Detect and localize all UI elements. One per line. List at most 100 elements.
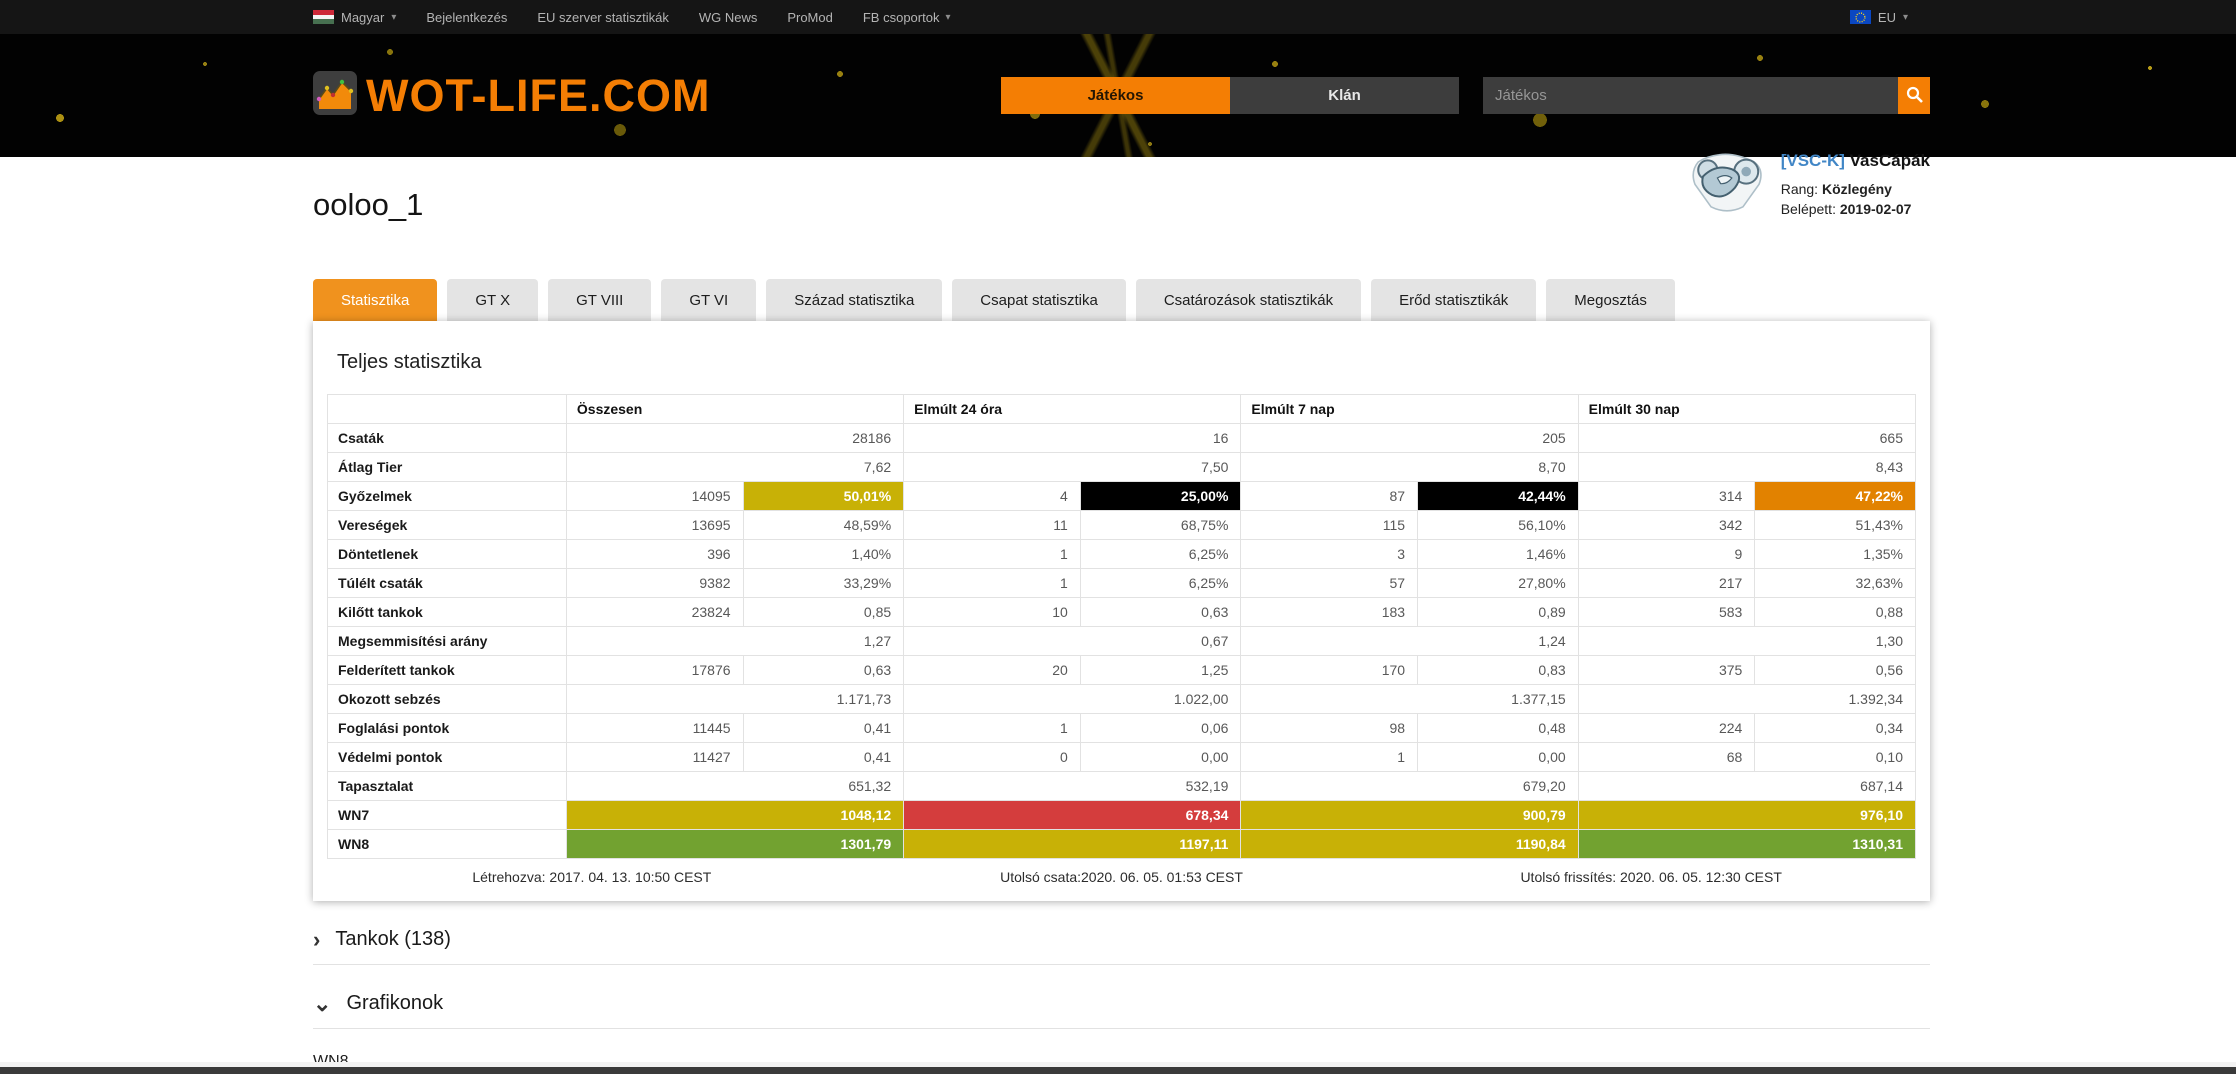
search-mode-player-button[interactable]: Játékos: [1001, 77, 1230, 114]
section-tanks[interactable]: › Tankok (138): [313, 928, 1930, 951]
language-label: Magyar: [341, 9, 385, 25]
stat-count: 224: [1577, 713, 1756, 743]
stat-value: 1.392,34: [1577, 684, 1917, 714]
stat-value: 1,40%: [742, 539, 905, 569]
stat-value: 678,34: [903, 800, 1242, 830]
search-button[interactable]: [1898, 77, 1930, 114]
stat-value: 7,50: [903, 452, 1242, 482]
tab-gt-x[interactable]: GT X: [447, 279, 539, 321]
stat-value: 0,67: [903, 626, 1242, 656]
caret-down-icon: ▾: [391, 11, 397, 23]
tab-er-d-statisztik-k[interactable]: Erőd statisztikák: [1371, 279, 1537, 321]
stat-value: 679,20: [1240, 771, 1579, 801]
table-row-v-delmi-pontok: Védelmi pontok 11427 0,41 0 0,00 1 0,00 68 0,10: [327, 742, 1916, 772]
stat-count: 115: [1240, 510, 1419, 540]
stat-value: 0,85: [742, 597, 905, 627]
row-label: Védelmi pontok: [327, 742, 567, 772]
search-mode-clan-button[interactable]: Klán: [1230, 77, 1459, 114]
stat-count: 583: [1577, 597, 1756, 627]
clan-link[interactable]: [VSC-K] VasCápák: [1781, 151, 1930, 171]
region-selector[interactable]: EU ▾: [1849, 10, 1908, 25]
divider: [313, 1028, 1930, 1029]
row-label: Okozott sebzés: [327, 684, 567, 714]
eu-flag-icon: [1849, 10, 1871, 24]
stat-value: 27,80%: [1417, 568, 1579, 598]
page-title: ooloo_1: [313, 187, 424, 222]
stat-value: 0,89: [1417, 597, 1579, 627]
table-row-foglal-si-pontok: Foglalási pontok 11445 0,41 1 0,06 98 0,48 224 0…: [327, 713, 1916, 743]
topnav-link-fb-csoportok[interactable]: FB csoportok ▾: [862, 9, 951, 25]
stat-count: 23824: [565, 597, 744, 627]
tab-megoszt-s[interactable]: Megosztás: [1546, 279, 1675, 321]
clan-tag: [VSC-K]: [1780, 151, 1845, 170]
stat-count: 217: [1577, 568, 1756, 598]
rank-value: Közlegény: [1821, 181, 1892, 197]
stat-value: 0,83: [1417, 655, 1579, 685]
stat-count: 20: [903, 655, 1081, 685]
stat-value: 51,43%: [1754, 510, 1916, 540]
table-row-okozott-sebz-s: Okozott sebzés 1.171,73 1.022,00 1.377,15 1.…: [327, 684, 1917, 714]
search-box: [1483, 77, 1930, 114]
row-label: WN7: [327, 800, 567, 830]
stat-value: 0,00: [1417, 742, 1579, 772]
stat-count: 1: [1240, 742, 1419, 772]
chart-area-edge: [0, 1062, 2236, 1074]
tab-csapat-statisztika[interactable]: Csapat statisztika: [952, 279, 1126, 321]
table-row-csat-k: Csaták 28186 16 205 665: [327, 423, 1917, 453]
stat-value: 1,24: [1240, 626, 1579, 656]
stat-value: 68,75%: [1079, 510, 1242, 540]
column-header-elm-lt-7-nap: Elmúlt 7 nap: [1240, 394, 1579, 424]
stat-value: 205: [1240, 423, 1579, 453]
topnav-link-promod[interactable]: ProMod: [787, 9, 833, 25]
topnav-link-bejelentkez-s[interactable]: Bejelentkezés: [426, 9, 508, 25]
tab-gt-viii[interactable]: GT VIII: [548, 279, 652, 321]
logo-chart-icon: [313, 71, 357, 120]
stat-value: 0,10: [1754, 742, 1916, 772]
stat-tabs: Statisztika GT X GT VIII GT VI Század statis…: [313, 279, 1930, 321]
stat-value: 0,63: [742, 655, 905, 685]
stat-value: 900,79: [1240, 800, 1579, 830]
joined-label: Belépett:: [1780, 201, 1836, 217]
row-label: Túlélt csaták: [327, 568, 567, 598]
stat-value: 1048,12: [565, 800, 905, 830]
table-row-t-l-lt-csat-k: Túlélt csaták 9382 33,29% 1 6,25% 57 27,80% 217…: [327, 568, 1916, 598]
topnav-link-wg-news[interactable]: WG News: [698, 9, 758, 25]
section-charts[interactable]: ⌄ Grafikonok: [313, 992, 1930, 1015]
stat-value: 1301,79: [565, 829, 905, 859]
stat-count: 87: [1240, 481, 1419, 511]
stat-count: 11: [903, 510, 1081, 540]
table-row-tlag-tier: Átlag Tier 7,62 7,50 8,70 8,43: [327, 452, 1917, 482]
stat-value: 1197,11: [903, 829, 1242, 859]
stat-value: 6,25%: [1079, 539, 1242, 569]
stat-count: 170: [1240, 655, 1419, 685]
stat-count: 11427: [565, 742, 744, 772]
logo[interactable]: WOT-LIFE.COM: [313, 70, 710, 122]
row-label: Csaták: [327, 423, 567, 453]
row-label: Tapasztalat: [327, 771, 567, 801]
stat-value: 0,48: [1417, 713, 1579, 743]
tab-gt-vi[interactable]: GT VI: [661, 279, 757, 321]
stat-count: 68: [1577, 742, 1756, 772]
stat-value: 1.377,15: [1240, 684, 1579, 714]
stat-value: 0,41: [742, 742, 905, 772]
topnav-link-eu-szerver-statisztik-k[interactable]: EU szerver statisztikák: [537, 9, 669, 25]
section-charts-label: Grafikonok: [346, 992, 444, 1014]
stat-count: 0: [903, 742, 1081, 772]
stat-count: 9: [1577, 539, 1756, 569]
stat-value: 976,10: [1577, 800, 1917, 830]
tab-statisztika[interactable]: Statisztika: [313, 279, 438, 321]
stat-count: 98: [1240, 713, 1419, 743]
row-label: Átlag Tier: [327, 452, 567, 482]
search-input[interactable]: [1483, 77, 1898, 114]
stat-count: 13695: [565, 510, 744, 540]
tab-csat-roz-sok-statisztik-k[interactable]: Csatározások statisztikák: [1135, 279, 1362, 321]
tab-sz-zad-statisztika[interactable]: Század statisztika: [766, 279, 943, 321]
stat-count: 183: [1240, 597, 1419, 627]
row-label: Döntetlenek: [327, 539, 567, 569]
table-row-gy-zelmek: Győzelmek 14095 50,01% 4 25,00% 87 42,44% 314 47…: [327, 481, 1916, 511]
logo-text: WOT-LIFE.COM: [366, 69, 711, 121]
language-selector[interactable]: Magyar ▾: [313, 10, 396, 25]
stat-count: 11445: [565, 713, 744, 743]
column-header-elm-lt-30-nap: Elmúlt 30 nap: [1577, 394, 1917, 424]
